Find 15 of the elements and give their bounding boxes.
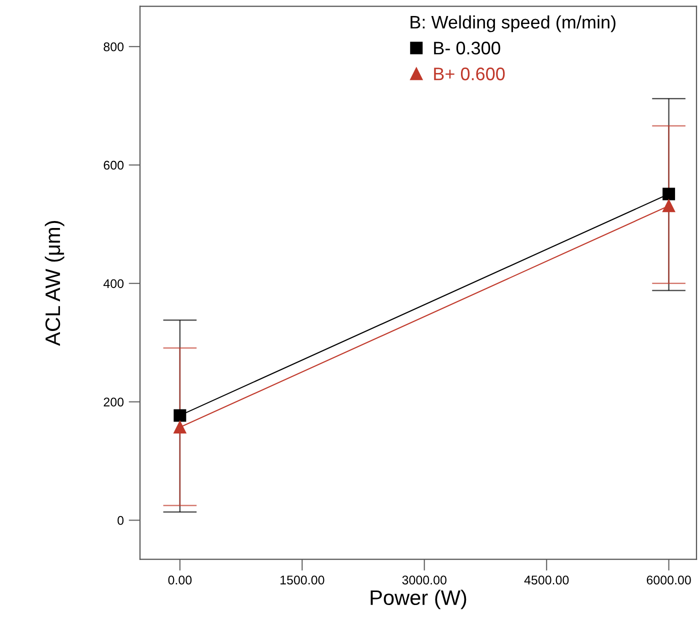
y-tick-label: 800	[104, 42, 124, 52]
legend-title: B: Welding speed (m/min)	[410, 15, 616, 32]
y-tick-label: 600	[104, 160, 124, 170]
legend-label: B- 0.300	[434, 42, 500, 54]
x-tick-label: 0.00	[168, 576, 192, 584]
y-tick-label: 0	[118, 516, 124, 525]
y-axis-title: ACL AW (μm)	[44, 221, 64, 346]
x-tick-label: 4500.00	[524, 576, 569, 584]
x-axis-title: Power (W)	[370, 590, 466, 610]
y-tick-label: 200	[104, 398, 124, 406]
x-tick-label: 1500.00	[280, 576, 324, 584]
x-tick-label: 6000.00	[646, 576, 691, 584]
x-tick-label: 3000.00	[402, 576, 446, 584]
y-tick-label: 400	[103, 279, 124, 288]
legend-label: B+ 0.600	[434, 68, 505, 80]
